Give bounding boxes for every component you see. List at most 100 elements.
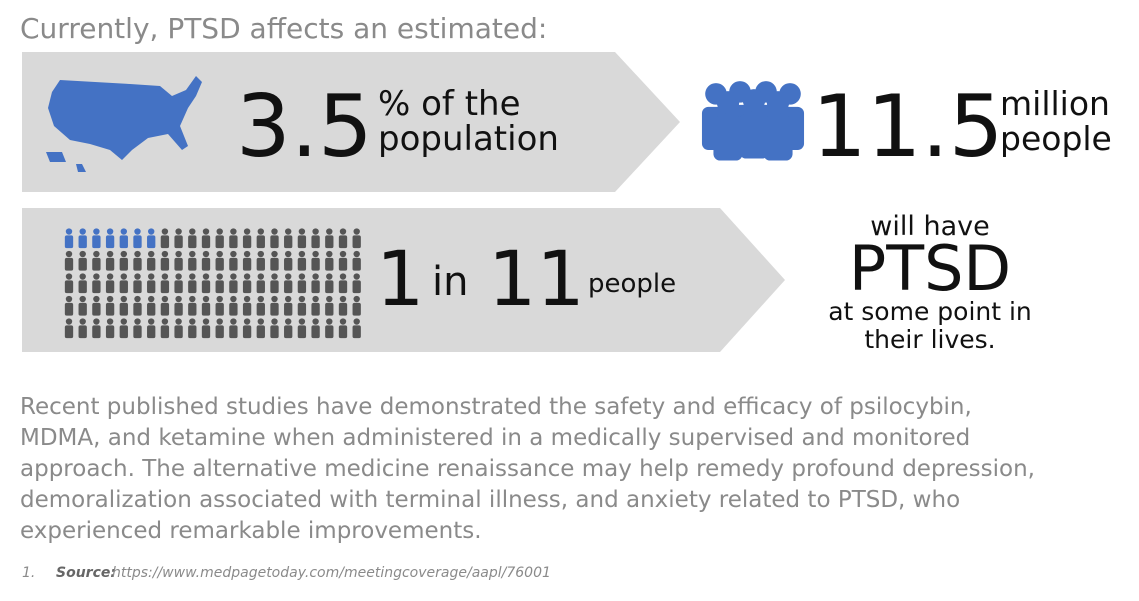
person-head <box>93 295 100 303</box>
person-body <box>713 115 743 161</box>
person-body <box>311 280 320 294</box>
person-body <box>242 302 252 316</box>
person-body <box>215 257 224 271</box>
person-head <box>189 250 196 258</box>
person-head <box>202 273 210 280</box>
person-body <box>338 257 348 271</box>
person-body <box>270 325 279 339</box>
person-body <box>325 302 334 316</box>
stat-value: 3.5 <box>236 77 373 177</box>
person-body <box>147 302 156 316</box>
person-head <box>189 273 196 280</box>
person-head <box>285 295 292 303</box>
person-head <box>106 318 114 325</box>
person-head <box>189 228 196 235</box>
person-body <box>256 280 265 294</box>
person-body <box>64 302 74 316</box>
person-body <box>325 325 334 339</box>
person-head <box>189 318 196 325</box>
person-body <box>215 325 224 339</box>
person-body <box>188 257 197 271</box>
person-body <box>201 235 211 249</box>
person-head <box>298 250 306 258</box>
person-body <box>105 280 115 294</box>
person-head <box>271 250 278 258</box>
person-body <box>201 257 211 271</box>
person-head <box>106 228 114 235</box>
person-body <box>147 257 156 271</box>
person-head <box>312 318 319 325</box>
person-head <box>175 318 182 325</box>
ratio-word: in <box>432 259 468 305</box>
person-body <box>78 257 87 271</box>
person-body <box>174 235 183 249</box>
person-body <box>160 325 170 339</box>
person-head <box>326 318 333 325</box>
person-body <box>147 280 156 294</box>
person-head <box>742 89 766 112</box>
person-head <box>339 273 347 280</box>
person-body <box>297 235 307 249</box>
person-head <box>298 295 306 303</box>
person-head <box>353 318 360 325</box>
person-body <box>242 325 252 339</box>
person-head <box>120 318 128 325</box>
person-body <box>284 325 293 339</box>
person-body <box>338 235 348 249</box>
person-body <box>256 325 265 339</box>
person-head <box>353 273 360 280</box>
person-head <box>93 318 100 325</box>
person-head <box>285 228 292 235</box>
person-body <box>119 302 128 316</box>
person-head <box>339 250 347 258</box>
person-body <box>325 257 334 271</box>
person-head <box>148 295 155 303</box>
person-head <box>161 273 169 280</box>
person-head <box>243 273 251 280</box>
person-head <box>134 273 141 280</box>
person-head <box>65 318 73 325</box>
person-body <box>174 280 183 294</box>
person-head <box>65 273 73 280</box>
person-head <box>285 273 292 280</box>
person-head <box>257 228 264 235</box>
body-line: experienced remarkable improvements. <box>20 518 482 544</box>
person-head <box>216 295 223 303</box>
person-head <box>339 295 347 303</box>
person-body <box>78 280 87 294</box>
person-body <box>78 325 87 339</box>
person-head <box>120 228 128 235</box>
person-body <box>64 280 74 294</box>
person-body <box>119 280 128 294</box>
person-body <box>105 235 115 249</box>
person-body <box>215 280 224 294</box>
person-head <box>298 228 306 235</box>
person-body <box>229 302 238 316</box>
person-head <box>65 250 73 258</box>
person-body <box>133 302 142 316</box>
footnote-number: 1. <box>22 565 35 581</box>
person-body <box>242 257 252 271</box>
person-head <box>79 228 86 235</box>
person-body <box>270 235 279 249</box>
person-head <box>312 250 319 258</box>
person-body <box>763 115 793 161</box>
person-head <box>175 295 182 303</box>
person-head <box>106 250 114 258</box>
person-body <box>92 325 101 339</box>
person-body <box>133 325 142 339</box>
person-head <box>230 250 237 258</box>
person-head <box>766 91 790 114</box>
person-body <box>147 235 156 249</box>
person-head <box>216 318 223 325</box>
ratio-word: people <box>588 269 676 299</box>
person-body <box>256 235 265 249</box>
person-body <box>133 235 142 249</box>
person-body <box>284 235 293 249</box>
stat-unit: people <box>1000 119 1112 158</box>
person-body <box>133 257 142 271</box>
person-body <box>352 280 361 294</box>
person-head <box>65 295 73 303</box>
person-body <box>338 302 348 316</box>
